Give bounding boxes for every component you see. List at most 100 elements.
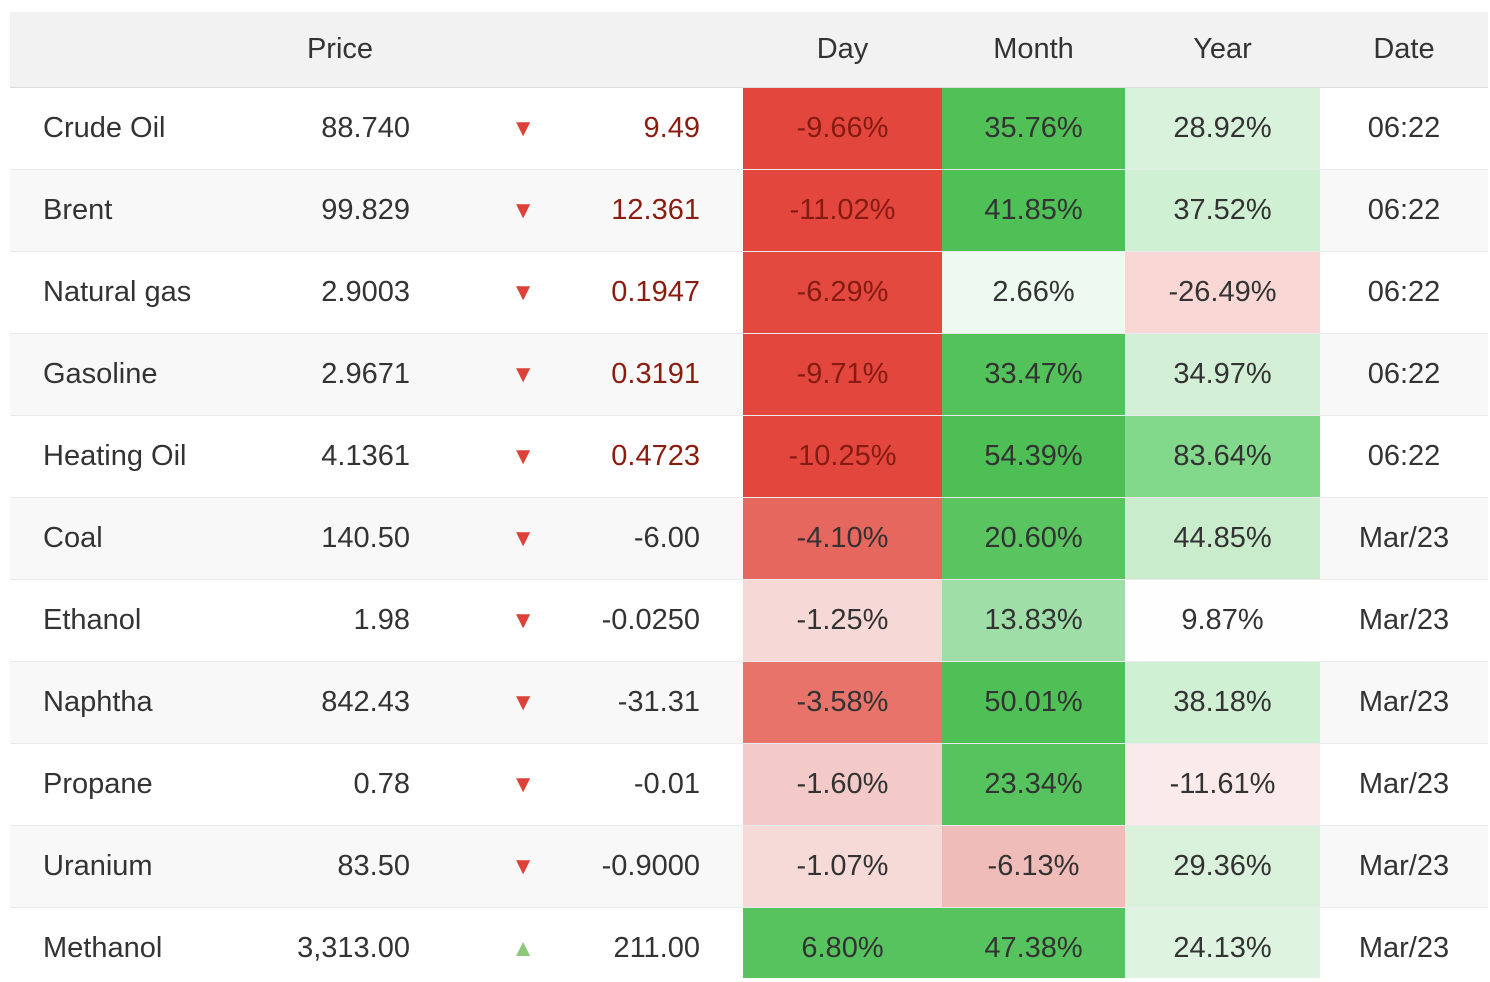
change-value: 9.49 [643,112,700,144]
table-header-row: Price Day Month Year Date [10,12,1488,88]
day-percent-cell: -4.10% [743,498,942,579]
header-year: Year [1193,33,1252,65]
month-percent-cell: -6.13% [942,826,1125,907]
change-value: 211.00 [613,932,700,964]
date-cell: 06:22 [1367,358,1441,390]
month-percent-cell: 20.60% [942,498,1125,579]
commodity-link[interactable]: Naphtha [43,686,153,718]
date-cell: Mar/23 [1358,768,1450,800]
table-row-coal[interactable]: Coal 140.50 ▼ -6.00 -4.10% 20.60% 44.85%… [10,498,1488,580]
commodity-link[interactable]: Uranium [43,850,153,882]
month-percent-cell: 2.66% [942,252,1125,333]
header-month: Month [993,33,1074,65]
year-percent-cell: 38.18% [1125,662,1320,743]
commodity-link[interactable]: Brent [43,194,113,226]
date-cell: 06:22 [1367,276,1441,308]
month-percent-cell: 13.83% [942,580,1125,661]
price-value: 140.50 [321,522,410,554]
table-row-crude-oil[interactable]: Crude Oil 88.740 ▼ 9.49 -9.66% 35.76% 28… [10,88,1488,170]
year-percent-cell: 24.13% [1125,908,1320,978]
date-cell: 06:22 [1367,194,1441,226]
commodity-link[interactable]: Natural gas [43,276,192,308]
year-percent-cell: 9.87% [1125,580,1320,661]
commodity-link[interactable]: Ethanol [43,604,142,636]
month-percent-cell: 54.39% [942,416,1125,497]
day-percent-cell: 6.80% [743,908,942,978]
change-value: 12.361 [611,194,700,226]
day-percent-cell: -9.66% [743,88,942,169]
table-row-brent[interactable]: Brent 99.829 ▼ 12.361 -11.02% 41.85% 37.… [10,170,1488,252]
year-percent-cell: 28.92% [1125,88,1320,169]
table-row-heating-oil[interactable]: Heating Oil 4.1361 ▼ 0.4723 -10.25% 54.3… [10,416,1488,498]
commodity-link[interactable]: Propane [43,768,153,800]
change-value: 0.1947 [611,276,700,308]
price-value: 83.50 [337,850,410,882]
change-value: -0.9000 [601,850,700,882]
down-arrow-icon: ▼ [511,442,535,470]
price-value: 842.43 [321,686,410,718]
down-arrow-icon: ▼ [511,360,535,388]
down-arrow-icon: ▼ [511,278,535,306]
price-value: 4.1361 [321,440,410,472]
table-row-propane[interactable]: Propane 0.78 ▼ -0.01 -1.60% 23.34% -11.6… [10,744,1488,826]
date-cell: Mar/23 [1358,522,1450,554]
price-value: 0.78 [353,768,410,800]
commodity-link[interactable]: Crude Oil [43,112,166,144]
date-cell: Mar/23 [1358,604,1450,636]
table-row-ethanol[interactable]: Ethanol 1.98 ▼ -0.0250 -1.25% 13.83% 9.8… [10,580,1488,662]
commodity-link[interactable]: Gasoline [43,358,158,390]
year-percent-cell: 29.36% [1125,826,1320,907]
date-cell: Mar/23 [1358,850,1450,882]
date-cell: Mar/23 [1358,932,1450,964]
table-row-gasoline[interactable]: Gasoline 2.9671 ▼ 0.3191 -9.71% 33.47% 3… [10,334,1488,416]
price-value: 99.829 [321,194,410,226]
day-percent-cell: -11.02% [743,170,942,251]
table-row-uranium[interactable]: Uranium 83.50 ▼ -0.9000 -1.07% -6.13% 29… [10,826,1488,908]
down-arrow-icon: ▼ [511,606,535,634]
header-change [535,12,700,87]
change-value: -6.00 [633,522,700,554]
table-row-naphtha[interactable]: Naphtha 842.43 ▼ -31.31 -3.58% 50.01% 38… [10,662,1488,744]
header-price: Price [306,33,374,65]
change-value: 0.4723 [611,440,700,472]
month-percent-cell: 35.76% [942,88,1125,169]
down-arrow-icon: ▼ [511,524,535,552]
day-percent-cell: -1.25% [743,580,942,661]
change-value: -0.01 [633,768,700,800]
table-row-methanol[interactable]: Methanol 3,313.00 ▲ 211.00 6.80% 47.38% … [10,908,1488,978]
day-percent-cell: -9.71% [743,334,942,415]
month-percent-cell: 50.01% [942,662,1125,743]
commodity-link[interactable]: Heating Oil [43,440,187,472]
year-percent-cell: -11.61% [1125,744,1320,825]
change-value: -0.0250 [601,604,700,636]
day-percent-cell: -6.29% [743,252,942,333]
header-date: Date [1373,33,1435,65]
price-value: 3,313.00 [297,932,410,964]
up-arrow-icon: ▲ [511,934,535,962]
month-percent-cell: 47.38% [942,908,1125,978]
month-percent-cell: 23.34% [942,744,1125,825]
down-arrow-icon: ▼ [511,770,535,798]
commodity-link[interactable]: Coal [43,522,103,554]
year-percent-cell: 83.64% [1125,416,1320,497]
month-percent-cell: 41.85% [942,170,1125,251]
commodity-link[interactable]: Methanol [43,932,163,964]
day-percent-cell: -1.07% [743,826,942,907]
year-percent-cell: 44.85% [1125,498,1320,579]
table-row-natural-gas[interactable]: Natural gas 2.9003 ▼ 0.1947 -6.29% 2.66%… [10,252,1488,334]
down-arrow-icon: ▼ [511,688,535,716]
down-arrow-icon: ▼ [511,196,535,224]
price-value: 88.740 [321,112,410,144]
price-value: 1.98 [353,604,410,636]
year-percent-cell: 37.52% [1125,170,1320,251]
year-percent-cell: 34.97% [1125,334,1320,415]
month-percent-cell: 33.47% [942,334,1125,415]
year-percent-cell: -26.49% [1125,252,1320,333]
price-value: 2.9003 [321,276,410,308]
date-cell: Mar/23 [1358,686,1450,718]
price-value: 2.9671 [321,358,410,390]
change-value: -31.31 [617,686,700,718]
commodities-table: Price Day Month Year Date Crude Oil 88.7… [10,12,1488,978]
day-percent-cell: -3.58% [743,662,942,743]
day-percent-cell: -1.60% [743,744,942,825]
